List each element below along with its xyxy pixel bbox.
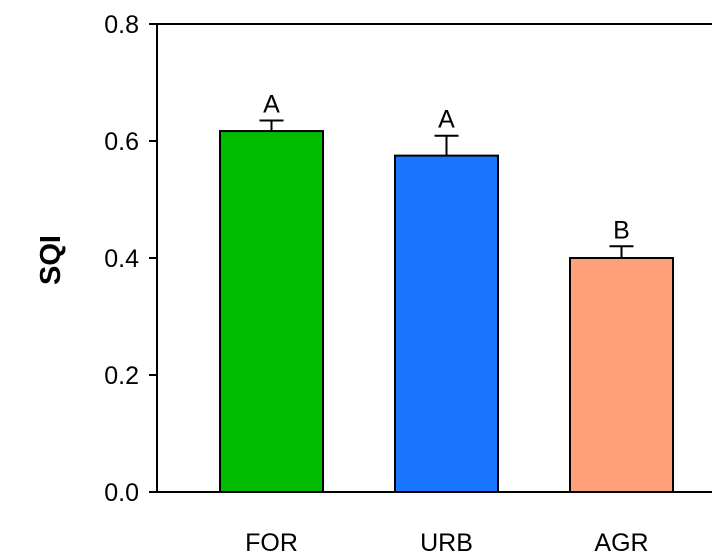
significance-letter: A xyxy=(263,91,280,119)
y-axis-label: SQI xyxy=(35,235,67,285)
bars xyxy=(219,119,674,493)
labels: 0.0 0.2 0.4 0.6 0.8 A FOR A URB B AGR xyxy=(104,11,648,556)
significance-letter: A xyxy=(438,106,455,134)
x-tick-label: FOR xyxy=(245,529,298,556)
x-tick-label: AGR xyxy=(594,529,648,556)
x-tick-label: URB xyxy=(420,529,473,556)
bar-urb xyxy=(394,154,499,493)
bar-for xyxy=(219,130,324,493)
bar-agr xyxy=(569,257,674,493)
y-tick-label: 0.8 xyxy=(104,11,139,39)
y-tick-label: 0.2 xyxy=(104,362,139,390)
significance-letter: B xyxy=(613,216,630,244)
y-tick-label: 0.6 xyxy=(104,128,139,156)
y-tick-label: 0.4 xyxy=(104,245,139,273)
y-tick-label: 0.0 xyxy=(104,479,139,507)
